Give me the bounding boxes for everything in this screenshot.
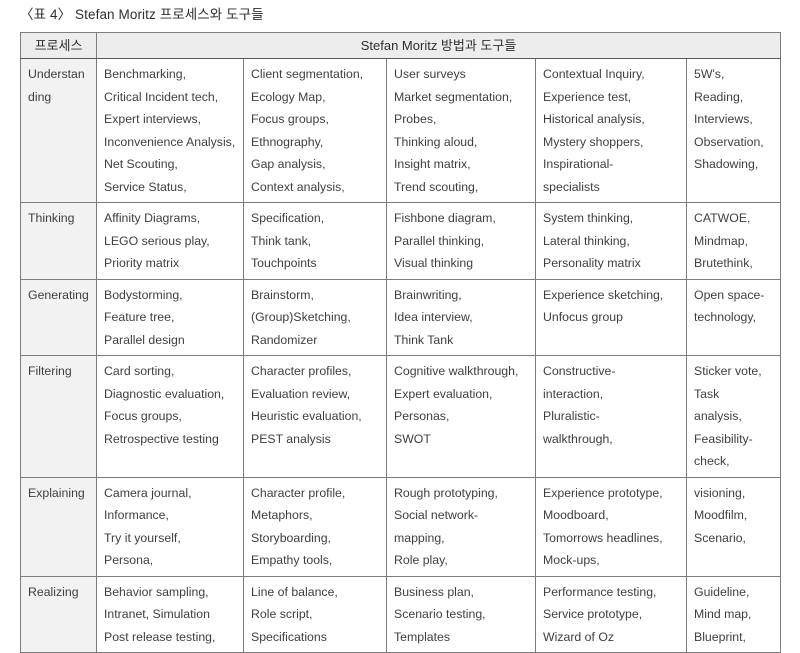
tools-cell: Benchmarking, Critical Incident tech, Ex…: [96, 58, 244, 203]
tools-cell: Camera journal, Informance, Try it yours…: [96, 476, 244, 577]
process-cell: Understan ding: [20, 58, 97, 203]
tools-cell: visioning, Moodfilm, Scenario,: [685, 476, 782, 577]
tools-cell: Brainstorm, (Group)Sketching, Randomizer: [243, 278, 387, 356]
header-cell-tools: Stefan Moritz 방법과 도구들: [95, 32, 782, 59]
tools-cell: Affinity Diagrams, LEGO serious play, Pr…: [96, 202, 244, 280]
tools-cell: Client segmentation, Ecology Map, Focus …: [243, 58, 387, 203]
tools-cell: Experience prototype, Moodboard, Tomorro…: [535, 476, 687, 577]
process-cell: Realizing: [20, 575, 97, 653]
tools-cell: Brainwriting, Idea interview, Think Tank: [386, 278, 536, 356]
tools-cell: Guideline, Mind map, Blueprint,: [685, 575, 782, 653]
table-row: Filtering Card sorting, Diagnostic evalua…: [20, 355, 782, 478]
table-row: Understan ding Benchmarking, Critical Inc…: [20, 58, 782, 203]
tools-cell: Fishbone diagram, Parallel thinking, Vis…: [386, 202, 536, 280]
tools-cell: Cognitive walkthrough, Expert evaluation…: [386, 355, 536, 478]
table-body: Understan ding Benchmarking, Critical Inc…: [20, 58, 782, 653]
tools-cell: Rough prototyping, Social network- mappi…: [386, 476, 536, 577]
process-tools-table: 프로세스 Stefan Moritz 방법과 도구들 Understan din…: [20, 32, 782, 653]
table-row: Explaining Camera journal, Informance, Tr…: [20, 476, 782, 577]
header-cell-process: 프로세스: [20, 32, 97, 59]
tools-cell: User surveys Market segmentation, Probes…: [386, 58, 536, 203]
tools-cell: CATWOE, Mindmap, Brutethink,: [685, 202, 782, 280]
tools-cell: Business plan, Scenario testing, Templat…: [386, 575, 536, 653]
table-caption: 〈표 4〉 Stefan Moritz 프로세스와 도구들: [20, 7, 264, 22]
tools-cell: Bodystorming, Feature tree, Parallel des…: [96, 278, 244, 356]
tools-cell: Constructive- interaction, Pluralistic- …: [535, 355, 687, 478]
process-cell: Explaining: [20, 476, 97, 577]
table-row: Realizing Behavior sampling, Intranet, Si…: [20, 575, 782, 653]
tools-cell: Sticker vote, Task analysis, Feasibility…: [685, 355, 782, 478]
tools-cell: Experience sketching, Unfocus group: [535, 278, 687, 356]
tools-cell: Specification, Think tank, Touchpoints: [243, 202, 387, 280]
tools-cell: Card sorting, Diagnostic evaluation, Foc…: [96, 355, 244, 478]
tools-cell: Line of balance, Role script, Specificat…: [243, 575, 387, 653]
process-cell: Thinking: [20, 202, 97, 280]
table-head: 프로세스 Stefan Moritz 방법과 도구들: [20, 32, 782, 59]
tools-cell: Performance testing, Service prototype, …: [535, 575, 687, 653]
process-cell: Generating: [20, 278, 97, 356]
tools-cell: Character profile, Metaphors, Storyboard…: [243, 476, 387, 577]
table-header-row: 프로세스 Stefan Moritz 방법과 도구들: [20, 32, 782, 59]
tools-cell: System thinking, Lateral thinking, Perso…: [535, 202, 687, 280]
page-root: 〈표 4〉 Stefan Moritz 프로세스와 도구들 프로세스 Stefa…: [20, 7, 782, 653]
process-cell: Filtering: [20, 355, 97, 478]
tools-cell: Character profiles, Evaluation review, H…: [243, 355, 387, 478]
tools-cell: Open space- technology,: [685, 278, 782, 356]
tools-cell: Behavior sampling, Intranet, Simulation …: [96, 575, 244, 653]
table-container: 프로세스 Stefan Moritz 방법과 도구들 Understan din…: [20, 32, 782, 653]
tools-cell: 5W's, Reading, Interviews, Observation, …: [685, 58, 782, 203]
table-row: Thinking Affinity Diagrams, LEGO serious …: [20, 202, 782, 280]
tools-cell: Contextual Inquiry, Experience test, His…: [535, 58, 687, 203]
table-row: Generating Bodystorming, Feature tree, Pa…: [20, 278, 782, 356]
